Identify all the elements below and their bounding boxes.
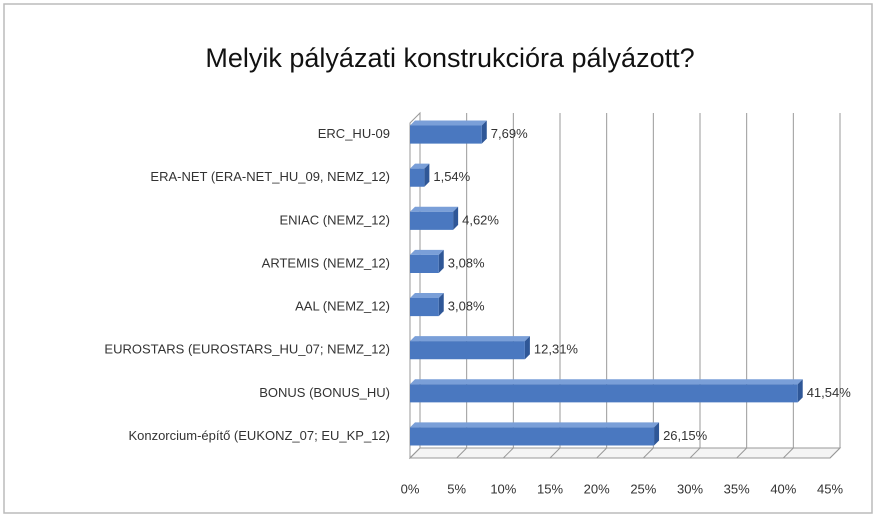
bar [410, 427, 655, 446]
x-tick-label: 30% [677, 481, 703, 496]
bar-end [453, 206, 459, 230]
bar [410, 125, 482, 144]
tick-mark [456, 447, 468, 459]
x-tick-label: 35% [724, 481, 750, 496]
bar-end [424, 163, 430, 187]
bar-top [410, 336, 530, 342]
x-tick-label: 5% [447, 481, 466, 496]
bar-top [410, 422, 660, 428]
tick-mark [596, 447, 608, 459]
tick-mark [502, 447, 514, 459]
x-tick-label: 0% [401, 481, 420, 496]
bar-top [410, 206, 459, 212]
bar-top [410, 379, 803, 385]
y-tick-label: ERA-NET (ERA-NET_HU_09, NEMZ_12) [150, 169, 390, 184]
y-tick-label: BONUS (BONUS_HU) [259, 385, 390, 400]
bar-end [481, 120, 487, 144]
y-tick-label: Konzorcium-építő (EUKONZ_07; EU_KP_12) [128, 428, 390, 443]
floor [408, 447, 842, 459]
value-label: 12,31% [534, 342, 579, 357]
y-tick-label: ENIAC (NEMZ_12) [279, 212, 390, 227]
chart-title: Melyik pályázati konstrukcióra pályázott… [205, 43, 694, 73]
value-label: 7,69% [491, 126, 528, 141]
tick-mark [782, 447, 794, 459]
bar-end [654, 422, 660, 446]
tick-mark [549, 447, 561, 459]
bar-top [410, 163, 430, 169]
bar-top [410, 120, 487, 126]
x-tick-label: 45% [817, 481, 843, 496]
bar-end [797, 379, 803, 403]
bar [410, 298, 439, 317]
bar-end [524, 336, 530, 360]
bar [410, 341, 525, 360]
x-tick-label: 15% [537, 481, 563, 496]
bar-end [438, 293, 444, 317]
bar [410, 254, 439, 273]
y-tick-label: EUROSTARS (EUROSTARS_HU_07; NEMZ_12) [104, 342, 390, 357]
x-tick-label: 25% [630, 481, 656, 496]
tick-mark [409, 447, 421, 459]
tick-mark [829, 447, 841, 459]
bar [410, 211, 454, 230]
x-tick-label: 20% [584, 481, 610, 496]
bar-top [410, 293, 444, 299]
value-label: 4,62% [462, 212, 499, 227]
value-label: 41,54% [807, 385, 852, 400]
x-tick-label: 40% [770, 481, 796, 496]
value-label: 3,08% [448, 255, 485, 270]
y-tick-label: ARTEMIS (NEMZ_12) [262, 255, 390, 270]
bar-end [438, 249, 444, 273]
y-tick-label: ERC_HU-09 [318, 126, 390, 141]
x-tick-label: 10% [490, 481, 516, 496]
bar [410, 168, 425, 187]
value-label: 26,15% [663, 428, 708, 443]
bar [410, 384, 798, 403]
bar-top [410, 249, 444, 255]
y-tick-label: AAL (NEMZ_12) [295, 299, 390, 314]
value-label: 3,08% [448, 299, 485, 314]
value-label: 1,54% [433, 169, 470, 184]
tick-mark [736, 447, 748, 459]
tick-mark [689, 447, 701, 459]
tick-mark [642, 447, 654, 459]
